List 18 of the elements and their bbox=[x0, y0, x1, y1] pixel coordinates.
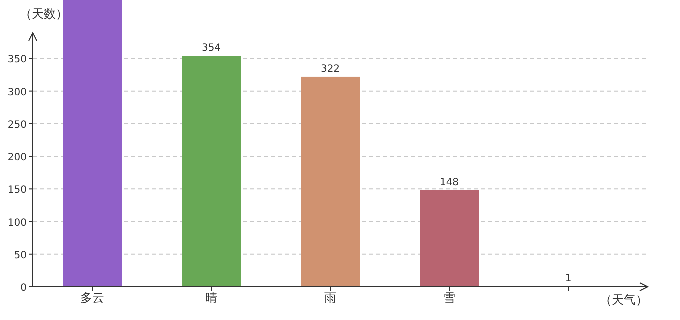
y-tick-label: 300 bbox=[8, 87, 27, 98]
x-tick-label: 晴 bbox=[206, 291, 218, 305]
data-label: 148 bbox=[440, 177, 460, 188]
data-label: 1 bbox=[565, 273, 572, 284]
y-tick-label: 150 bbox=[8, 185, 27, 196]
y-tick-label: 50 bbox=[14, 250, 27, 262]
y-tick-label: 100 bbox=[8, 218, 27, 229]
x-axis-title: （天气） bbox=[600, 293, 648, 307]
data-label: 322 bbox=[320, 64, 340, 75]
y-tick-label: 0 bbox=[20, 283, 27, 294]
data-label: 354 bbox=[202, 43, 222, 54]
x-tick-label: 雨 bbox=[324, 291, 336, 305]
y-tick-label: 200 bbox=[8, 152, 27, 164]
y-axis-title: （天数） bbox=[20, 7, 68, 21]
x-tick-label: 雪 bbox=[444, 291, 456, 305]
y-tick-label: 250 bbox=[8, 120, 27, 131]
x-tick-label: 多云 bbox=[80, 291, 104, 305]
y-tick-label: 350 bbox=[8, 54, 27, 66]
